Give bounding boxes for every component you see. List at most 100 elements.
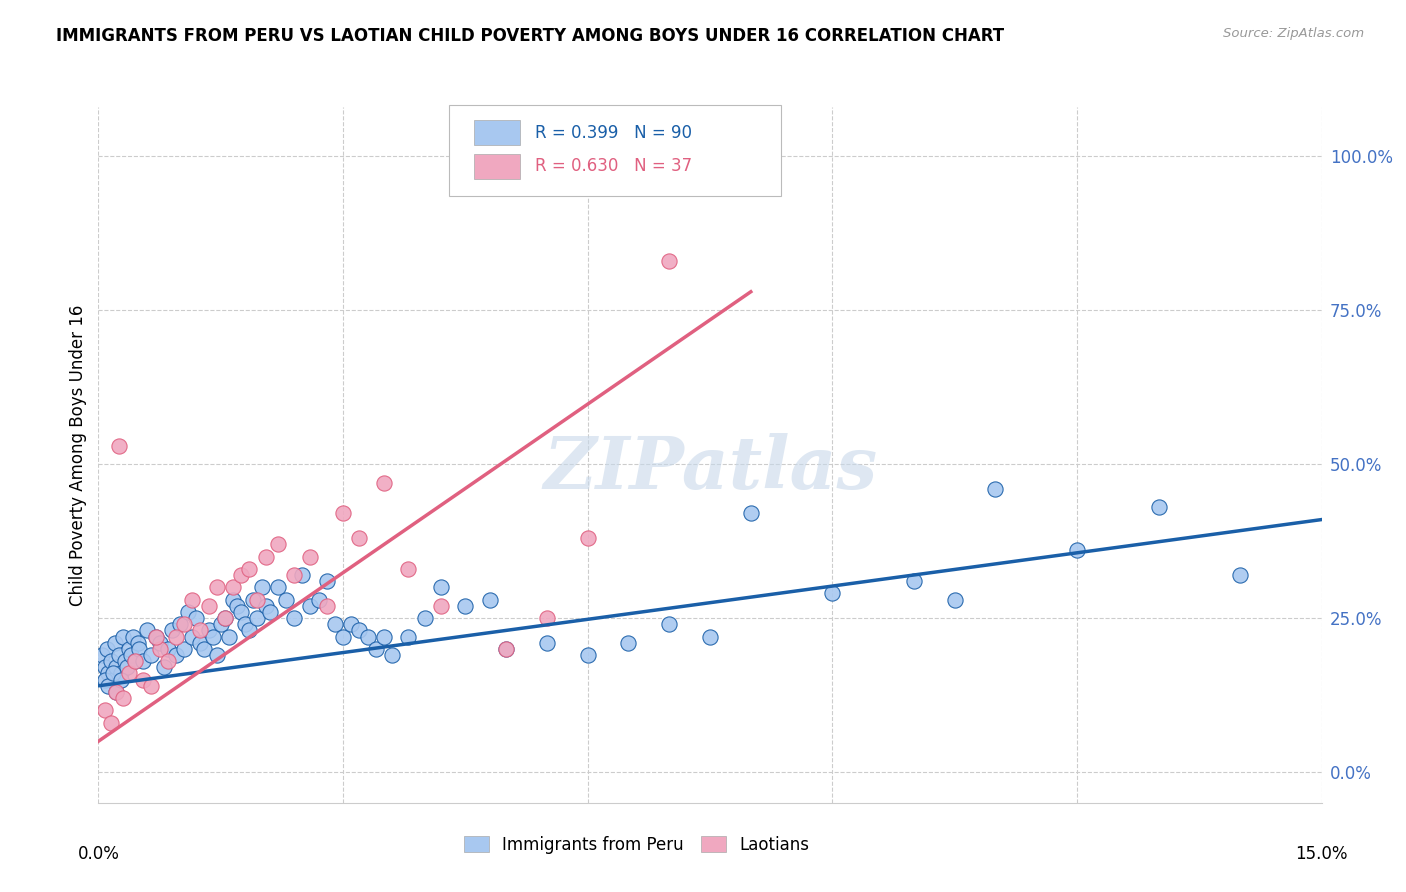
Point bbox=[617, 636, 640, 650]
Point bbox=[356, 630, 378, 644]
Point bbox=[201, 630, 224, 644]
Point bbox=[299, 549, 322, 564]
Text: IMMIGRANTS FROM PERU VS LAOTIAN CHILD POVERTY AMONG BOYS UNDER 16 CORRELATION CH: IMMIGRANTS FROM PERU VS LAOTIAN CHILD PO… bbox=[56, 27, 1004, 45]
Text: R = 0.630   N = 37: R = 0.630 N = 37 bbox=[536, 157, 692, 175]
Point bbox=[233, 617, 256, 632]
Legend: Immigrants from Peru, Laotians: Immigrants from Peru, Laotians bbox=[457, 830, 815, 861]
Point bbox=[238, 562, 260, 576]
Text: Source: ZipAtlas.com: Source: ZipAtlas.com bbox=[1223, 27, 1364, 40]
Point bbox=[349, 531, 371, 545]
Point bbox=[246, 592, 269, 607]
Point bbox=[94, 673, 117, 687]
Point bbox=[127, 636, 149, 650]
Point bbox=[197, 624, 219, 638]
Point bbox=[246, 611, 269, 625]
Point bbox=[101, 673, 124, 687]
Point bbox=[231, 605, 253, 619]
Point bbox=[165, 648, 187, 662]
Point bbox=[177, 605, 200, 619]
Point bbox=[332, 630, 354, 644]
Point bbox=[186, 611, 208, 625]
Point bbox=[259, 605, 281, 619]
Point bbox=[193, 641, 215, 656]
Point bbox=[156, 654, 179, 668]
Point bbox=[111, 630, 134, 644]
Point bbox=[181, 630, 204, 644]
Point bbox=[108, 439, 131, 453]
Point bbox=[110, 673, 132, 687]
Point bbox=[396, 630, 419, 644]
Point bbox=[197, 599, 219, 613]
Point bbox=[115, 660, 138, 674]
Point bbox=[250, 580, 273, 594]
Point bbox=[315, 599, 337, 613]
Text: ZIPatlas: ZIPatlas bbox=[543, 434, 877, 504]
Point bbox=[740, 507, 762, 521]
Point bbox=[1147, 500, 1170, 515]
Point bbox=[141, 648, 163, 662]
Point bbox=[373, 475, 395, 490]
Point bbox=[984, 482, 1007, 496]
Point bbox=[218, 630, 240, 644]
Text: 15.0%: 15.0% bbox=[1295, 845, 1348, 863]
FancyBboxPatch shape bbox=[474, 120, 520, 145]
Point bbox=[141, 679, 163, 693]
Point bbox=[132, 673, 155, 687]
Point bbox=[576, 531, 599, 545]
Point bbox=[124, 654, 146, 668]
Point bbox=[188, 624, 212, 638]
Point bbox=[381, 648, 404, 662]
Point bbox=[821, 586, 844, 600]
Point bbox=[658, 254, 681, 268]
Point bbox=[495, 641, 517, 656]
Point bbox=[222, 580, 245, 594]
Point bbox=[396, 562, 419, 576]
Point bbox=[120, 648, 142, 662]
Point bbox=[104, 636, 127, 650]
Point bbox=[226, 599, 249, 613]
Point bbox=[100, 654, 122, 668]
Point bbox=[315, 574, 337, 589]
Point bbox=[108, 648, 131, 662]
Point bbox=[658, 617, 681, 632]
Point bbox=[222, 592, 245, 607]
Point bbox=[413, 611, 436, 625]
Point bbox=[254, 599, 277, 613]
Point bbox=[149, 636, 172, 650]
Point bbox=[205, 648, 228, 662]
Text: R = 0.399   N = 90: R = 0.399 N = 90 bbox=[536, 124, 692, 142]
Point bbox=[110, 666, 132, 681]
Point bbox=[124, 654, 146, 668]
Point bbox=[943, 592, 966, 607]
Point bbox=[576, 648, 599, 662]
Point bbox=[105, 685, 128, 699]
Point bbox=[214, 611, 236, 625]
Point bbox=[340, 617, 363, 632]
Point bbox=[100, 715, 122, 730]
Point bbox=[132, 654, 155, 668]
Point bbox=[173, 617, 195, 632]
Y-axis label: Child Poverty Among Boys Under 16: Child Poverty Among Boys Under 16 bbox=[69, 304, 87, 606]
Point bbox=[160, 624, 183, 638]
Point bbox=[536, 611, 558, 625]
Text: 0.0%: 0.0% bbox=[77, 845, 120, 863]
Point bbox=[173, 641, 195, 656]
Point bbox=[156, 641, 179, 656]
FancyBboxPatch shape bbox=[474, 153, 520, 178]
Point bbox=[478, 592, 501, 607]
Point bbox=[536, 636, 558, 650]
Point bbox=[299, 599, 322, 613]
Point bbox=[903, 574, 925, 589]
Point bbox=[430, 580, 453, 594]
Point bbox=[97, 679, 120, 693]
Point bbox=[94, 703, 117, 717]
Point bbox=[118, 666, 141, 681]
Point bbox=[274, 592, 297, 607]
Point bbox=[205, 580, 228, 594]
Point bbox=[114, 654, 136, 668]
Point bbox=[430, 599, 453, 613]
Point bbox=[118, 641, 141, 656]
Point bbox=[349, 624, 371, 638]
Point bbox=[373, 630, 395, 644]
Point bbox=[188, 636, 212, 650]
